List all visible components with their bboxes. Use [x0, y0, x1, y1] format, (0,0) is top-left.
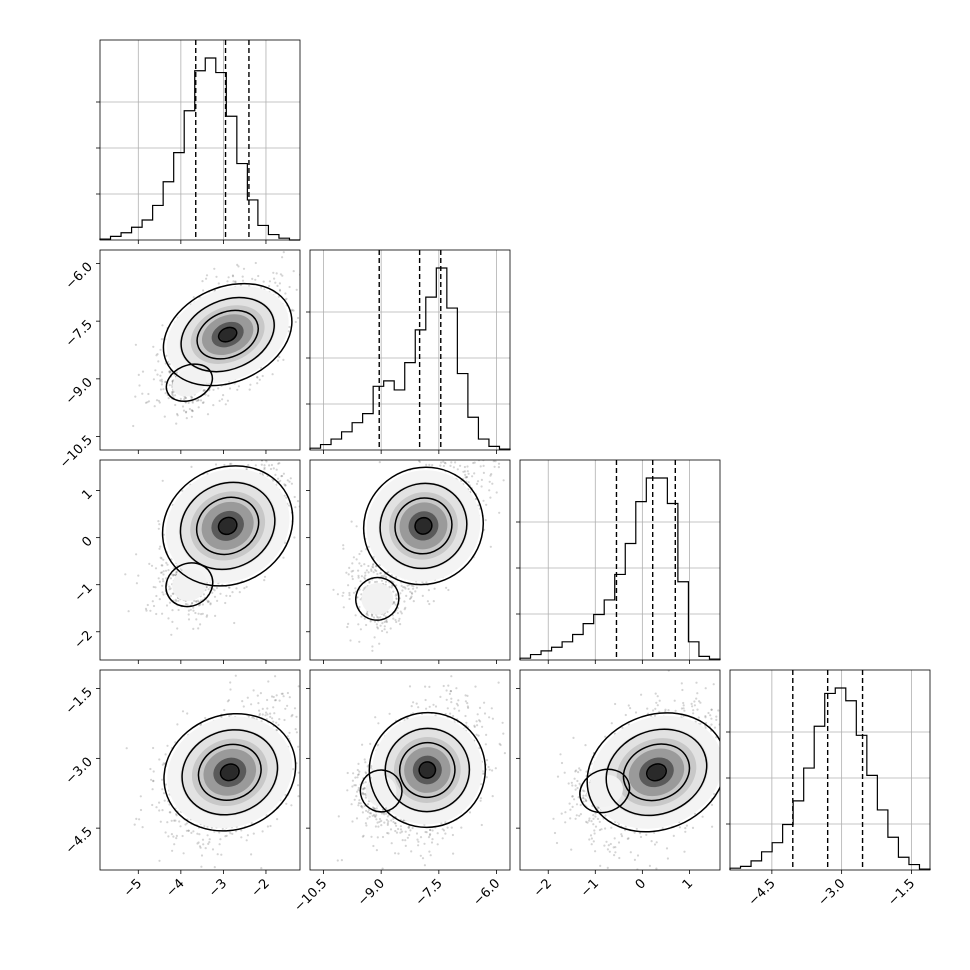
x-tick-label-param-4: −1.5 [885, 876, 918, 909]
x-tick-label-param-1: −3 [206, 876, 230, 900]
scatter-contents [552, 667, 788, 892]
scatter-panel-2-1 [96, 236, 330, 454]
histogram-bars-4 [730, 688, 930, 870]
y-tick-label-param-4: −1.5 [63, 685, 96, 718]
histogram-frame [520, 460, 720, 660]
x-tick-label-param-1: −4 [164, 876, 188, 900]
x-tick-label-param-3: 1 [680, 876, 696, 892]
y-tick-label-param-4: −3.0 [63, 755, 96, 788]
scatter-panel-4-1 [96, 656, 326, 896]
y-tick-label-param-3: −2 [72, 628, 96, 652]
x-tick-label-param-3: −1 [578, 876, 602, 900]
histogram-panel-1 [96, 40, 300, 244]
histogram-frame [310, 250, 510, 450]
histogram-bars-1 [100, 58, 300, 240]
scatter-contents [332, 421, 505, 652]
scatter-contents [126, 656, 326, 896]
x-tick-label-param-4: −3.0 [816, 876, 849, 909]
scatter-panel-4-3 [516, 667, 788, 892]
x-tick-label-param-2: −7.5 [413, 876, 446, 909]
y-tick-label-param-2: −6.0 [63, 260, 96, 293]
x-tick-label-param-3: 0 [633, 876, 649, 892]
x-tick-label-param-2: −9.0 [355, 876, 388, 909]
histogram-bars-2 [310, 268, 510, 450]
x-tick-label-param-4: −4.5 [746, 876, 779, 909]
y-tick-label-param-3: −1 [72, 581, 96, 605]
histogram-frame [730, 670, 930, 870]
scatter-panel-4-2 [306, 659, 523, 874]
y-tick-label-param-4: −4.5 [63, 824, 96, 857]
y-tick-label-param-2: −10.5 [57, 433, 96, 472]
histogram-bars-3 [520, 478, 720, 660]
x-tick-label-param-2: −6.0 [470, 876, 503, 909]
y-tick-label-param-2: −9.0 [63, 375, 96, 408]
x-tick-label-param-1: −5 [121, 876, 145, 900]
x-tick-label-param-1: −2 [249, 876, 273, 900]
histogram-panel-4 [726, 670, 930, 874]
histogram-panel-3 [516, 460, 720, 664]
scatter-contents [337, 659, 523, 870]
y-tick-label-param-2: −7.5 [63, 317, 96, 350]
x-tick-label-param-3: −2 [531, 876, 555, 900]
histogram-frame [100, 40, 300, 240]
scatter-panel-3-2 [306, 421, 510, 664]
y-tick-label-param-3: 1 [79, 487, 95, 503]
x-tick-label-param-2: −10.5 [292, 876, 331, 915]
scatter-contents [124, 408, 323, 636]
scatter-panel-3-1 [96, 408, 324, 664]
y-tick-label-param-3: 0 [79, 534, 95, 550]
histogram-panel-2 [306, 250, 510, 454]
